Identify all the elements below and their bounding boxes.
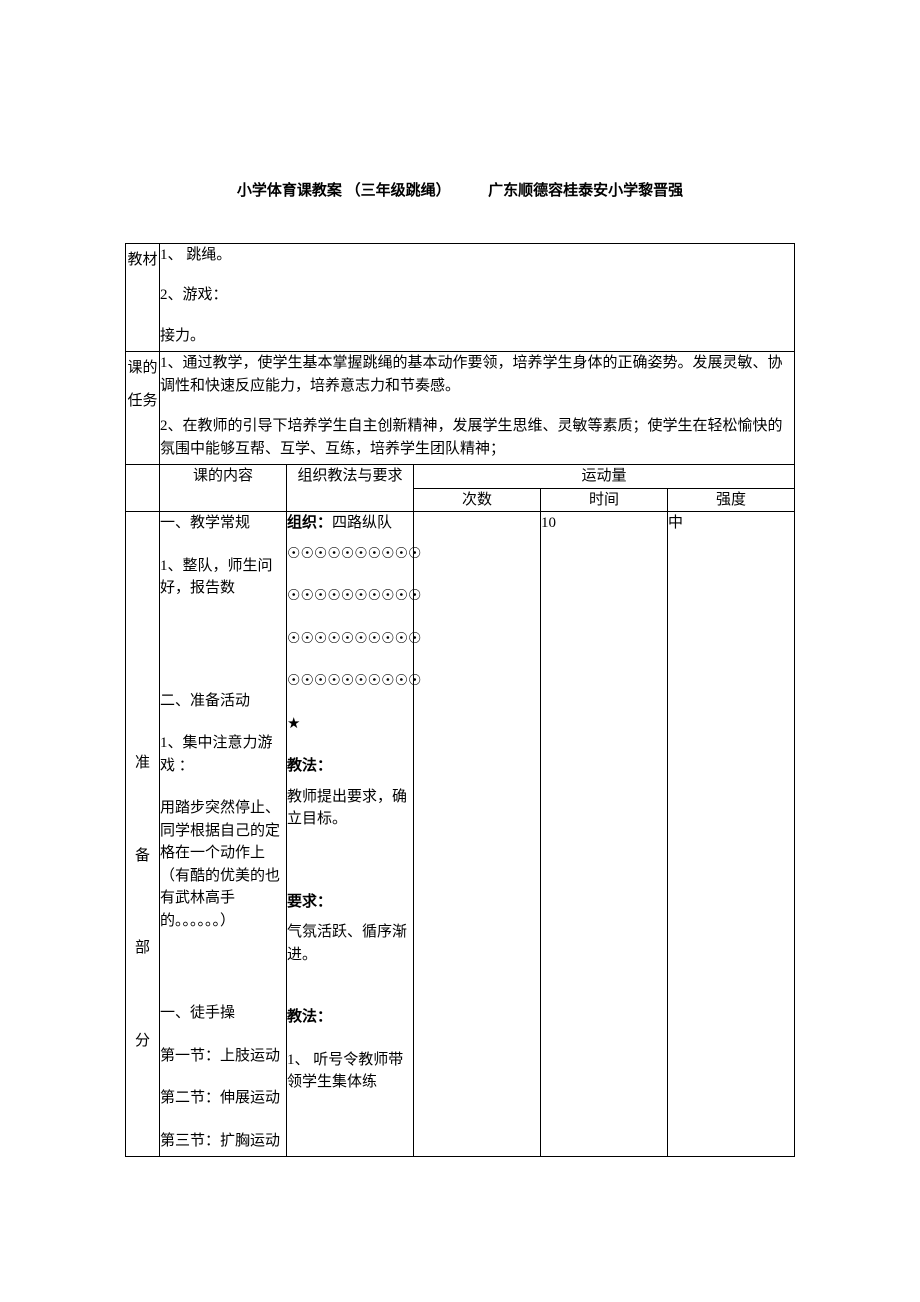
task-content: 1、通过教学，使学生基本掌握跳绳的基本动作要领，培养学生身体的正确姿势。发展灵敏… bbox=[160, 352, 795, 465]
prep-r2-label: 教法： bbox=[287, 755, 413, 778]
prep-r3-label: 要求： bbox=[287, 891, 413, 914]
prep-r3-text: 气氛活跃、循序渐进。 bbox=[287, 921, 413, 966]
prep-count bbox=[414, 512, 541, 1157]
prep-l8: 第二节：伸展运动 bbox=[160, 1087, 286, 1110]
prep-l1: 一、教学常规 bbox=[160, 512, 286, 535]
star-icon: ★ bbox=[287, 713, 413, 736]
material-item-2: 2、游戏： bbox=[160, 284, 794, 307]
header-volume: 运动量 bbox=[414, 465, 795, 489]
prep-right-content: 组织：四路纵队 ☉☉☉☉☉☉☉☉☉☉ ☉☉☉☉☉☉☉☉☉☉ ☉☉☉☉☉☉☉☉☉☉… bbox=[287, 512, 414, 1157]
row-label-task: 课的任务 bbox=[126, 352, 160, 465]
prep-l6: 一、徒手操 bbox=[160, 1002, 286, 1025]
prep-l5: 用踏步突然停止、同学根据自己的定格在一个动作上（有酷的优美的也有武林高手的。。。… bbox=[160, 797, 286, 932]
prep-intensity: 中 bbox=[668, 512, 795, 1157]
dots-row-1: ☉☉☉☉☉☉☉☉☉☉ bbox=[287, 543, 413, 566]
prep-l4: 1、集中注意力游戏 ： bbox=[160, 732, 286, 777]
material-item-3: 接力。 bbox=[160, 325, 794, 348]
phase-label-prep: 准 备 部 分 bbox=[126, 512, 160, 1157]
header-intensity: 强度 bbox=[668, 488, 795, 512]
prep-time: 10 bbox=[541, 512, 668, 1157]
task-para-2: 2、在教师的引导下培养学生自主创新精神，发展学生思维、灵敏等素质；使学生在轻松愉… bbox=[160, 415, 794, 460]
page-title: 小学体育课教案 （三年级跳绳） 广东顺德容桂泰安小学黎晋强 bbox=[125, 180, 795, 203]
prep-left-content: 一、教学常规 1、整队，师生问好，报告数 二、准备活动 1、集中注意力游戏 ： … bbox=[160, 512, 287, 1157]
title-school: 广东顺德容桂泰安小学黎晋强 bbox=[488, 183, 683, 199]
material-content: 1、 跳绳。 2、游戏： 接力。 bbox=[160, 243, 795, 352]
header-blank bbox=[126, 465, 160, 512]
lesson-plan-table: 教材 1、 跳绳。 2、游戏： 接力。 课的任务 1、通过教学，使学生基本掌握跳… bbox=[125, 243, 795, 1158]
header-time: 时间 bbox=[541, 488, 668, 512]
dots-row-4: ☉☉☉☉☉☉☉☉☉☉ bbox=[287, 670, 413, 693]
prep-r4-text: 1、 听号令教师带领学生集体练 bbox=[287, 1049, 413, 1094]
prep-l2: 1、整队，师生问好，报告数 bbox=[160, 555, 286, 600]
prep-r2-text: 教师提出要求，确立目标。 bbox=[287, 786, 413, 831]
dots-row-3: ☉☉☉☉☉☉☉☉☉☉ bbox=[287, 628, 413, 651]
title-main: 小学体育课教案 （三年级跳绳） bbox=[237, 183, 451, 199]
prep-l9: 第三节：扩胸运动 bbox=[160, 1130, 286, 1153]
prep-r1: 组织：四路纵队 bbox=[287, 512, 413, 535]
dots-row-2: ☉☉☉☉☉☉☉☉☉☉ bbox=[287, 585, 413, 608]
task-para-1: 1、通过教学，使学生基本掌握跳绳的基本动作要领，培养学生身体的正确姿势。发展灵敏… bbox=[160, 352, 794, 397]
row-label-material: 教材 bbox=[126, 243, 160, 352]
prep-l3: 二、准备活动 bbox=[160, 690, 286, 713]
material-item-1: 1、 跳绳。 bbox=[160, 244, 794, 267]
header-count: 次数 bbox=[414, 488, 541, 512]
header-content: 课的内容 bbox=[160, 465, 287, 512]
prep-r4-label: 教法： bbox=[287, 1006, 413, 1029]
header-org: 组织教法与要求 bbox=[287, 465, 414, 512]
prep-l7: 第一节：上肢运动 bbox=[160, 1045, 286, 1068]
